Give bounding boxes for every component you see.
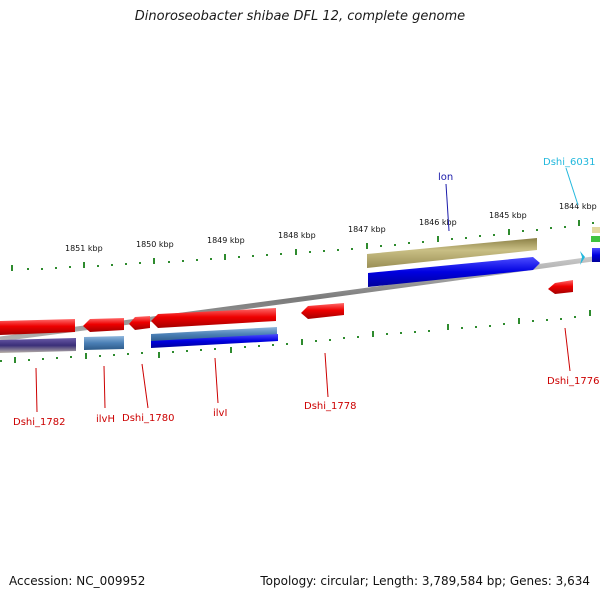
label-dshi-1778[interactable]: Dshi_1778 — [304, 401, 356, 412]
dshi-1778-gene-feature[interactable] — [301, 303, 344, 319]
ruler-label-1845: 1845 kbp — [489, 211, 527, 220]
ilvi-cds-blue-feature[interactable] — [151, 334, 278, 348]
dshi-1782-cds-feature[interactable] — [0, 338, 76, 353]
ilvi-gene-feature[interactable] — [151, 308, 276, 328]
accession-text: Accession: NC_009952 — [9, 574, 146, 588]
ilvh-gene-feature[interactable] — [83, 318, 124, 332]
label-leader-lines — [35, 167, 579, 413]
ruler-labels: 1851 kbp 1850 kbp 1849 kbp 1848 kbp 1847… — [65, 202, 597, 253]
genome-title: Dinoroseobacter shibae DFL 12, complete … — [134, 9, 466, 24]
dshi-1776-gene-feature[interactable] — [548, 280, 573, 294]
ruler-label-1849: 1849 kbp — [207, 236, 245, 245]
ruler-label-1851: 1851 kbp — [65, 244, 103, 253]
ruler-label-1847: 1847 kbp — [348, 225, 386, 234]
label-ilvh[interactable]: ilvH — [96, 414, 115, 425]
ruler-label-1846: 1846 kbp — [419, 218, 457, 227]
label-dshi-1782[interactable]: Dshi_1782 — [13, 417, 65, 428]
label-lon[interactable]: lon — [438, 172, 453, 183]
label-dshi-1780[interactable]: Dshi_1780 — [122, 413, 174, 424]
top-tick-row — [11, 220, 594, 271]
dshi-6031-feature[interactable] — [580, 251, 585, 265]
ilvh-cds-feature[interactable] — [84, 336, 124, 350]
ilvi-cds-feature[interactable] — [151, 327, 277, 342]
genome-summary-text: Topology: circular; Length: 3,789,584 bp… — [260, 574, 590, 588]
edge-gene-strip-green[interactable] — [591, 236, 600, 242]
edge-gene-strip[interactable] — [592, 227, 600, 233]
bottom-tick-row — [0, 310, 591, 363]
label-dshi-6031[interactable]: Dshi_6031 — [543, 157, 595, 168]
lon-cds-feature[interactable] — [368, 257, 540, 287]
edge-cds-blue[interactable] — [592, 248, 600, 262]
lon-gene-feature[interactable] — [367, 238, 537, 268]
label-ilvi[interactable]: ilvI — [213, 408, 227, 419]
dshi-1780-gene-feature[interactable] — [129, 316, 150, 330]
label-dshi-1776[interactable]: Dshi_1776 — [547, 376, 599, 387]
dshi-1782-gene-feature[interactable] — [0, 319, 75, 335]
ruler-label-1844: 1844 kbp — [559, 202, 597, 211]
ruler-label-1848: 1848 kbp — [278, 231, 316, 240]
ruler-label-1850: 1850 kbp — [136, 240, 174, 249]
